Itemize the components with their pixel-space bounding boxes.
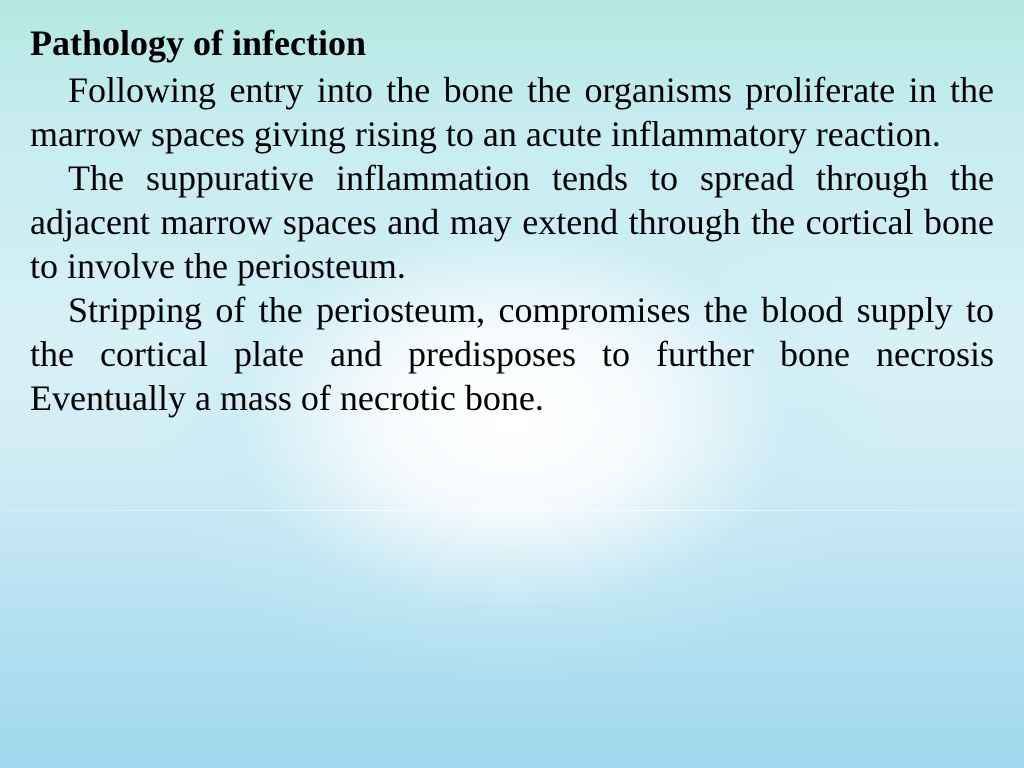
paragraph-3: Stripping of the periosteum, compromises… <box>30 289 994 421</box>
paragraph-1: Following entry into the bone the organi… <box>30 69 994 157</box>
slide-content: Pathology of infection Following entry i… <box>0 0 1024 440</box>
horizon-highlight <box>0 510 1024 511</box>
paragraph-2: The suppurative inflammation tends to sp… <box>30 157 994 289</box>
slide-title: Pathology of infection <box>30 22 994 65</box>
